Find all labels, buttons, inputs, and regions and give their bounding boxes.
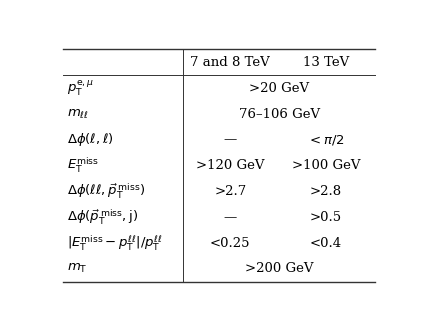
Text: $E_{\mathrm{T}}^{\mathrm{miss}}$: $E_{\mathrm{T}}^{\mathrm{miss}}$ [68,156,99,175]
Text: $\Delta\phi(\vec{p}_{\mathrm{T}}^{\,\mathrm{miss}}, \mathrm{j})$: $\Delta\phi(\vec{p}_{\mathrm{T}}^{\,\mat… [68,208,139,227]
Text: $|E_{\mathrm{T}}^{\mathrm{miss}} - p_{\mathrm{T}}^{\ell\ell}|/p_{\mathrm{T}}^{\e: $|E_{\mathrm{T}}^{\mathrm{miss}} - p_{\m… [68,234,163,253]
Text: >120 GeV: >120 GeV [196,159,265,172]
Text: $\Delta\phi(\ell\ell, \vec{p}_{\mathrm{T}}^{\,\mathrm{miss}})$: $\Delta\phi(\ell\ell, \vec{p}_{\mathrm{T… [68,182,146,201]
Text: $m_{\mathrm{T}}$: $m_{\mathrm{T}}$ [68,262,88,276]
Text: 13 TeV: 13 TeV [303,56,349,69]
Text: 7 and 8 TeV: 7 and 8 TeV [190,56,270,69]
Text: >20 GeV: >20 GeV [249,82,309,95]
Text: $\Delta\phi(\ell, \ell)$: $\Delta\phi(\ell, \ell)$ [68,131,114,148]
Text: —: — [224,133,237,146]
Text: —: — [224,211,237,224]
Text: $p_{\mathrm{T}}^{\mathrm{e},\mu}$: $p_{\mathrm{T}}^{\mathrm{e},\mu}$ [68,79,95,98]
Text: 76–106 GeV: 76–106 GeV [239,108,320,120]
Text: >0.5: >0.5 [310,211,342,224]
Text: >200 GeV: >200 GeV [245,262,314,276]
Text: <0.25: <0.25 [210,236,250,250]
Text: $<\pi/2$: $<\pi/2$ [307,133,345,147]
Text: >100 GeV: >100 GeV [292,159,360,172]
Text: <0.4: <0.4 [310,236,342,250]
Text: $m_{\ell\ell}$: $m_{\ell\ell}$ [68,108,89,121]
Text: >2.7: >2.7 [214,185,247,198]
Text: >2.8: >2.8 [310,185,342,198]
